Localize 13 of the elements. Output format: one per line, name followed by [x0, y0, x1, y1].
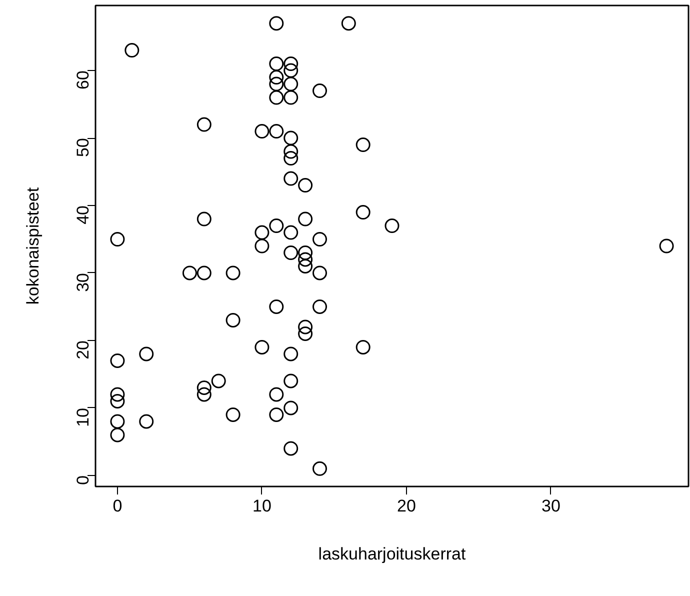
- y-tick-label: 50: [74, 138, 92, 157]
- y-tick-label: 60: [74, 70, 92, 90]
- y-tick-label: 30: [74, 272, 92, 292]
- x-tick-label: 0: [112, 496, 122, 516]
- y-tick-label: 20: [74, 340, 92, 360]
- x-tick-label: 30: [541, 496, 560, 516]
- y-tick-label: 40: [74, 206, 92, 224]
- y-tick-label: 10: [74, 408, 92, 427]
- y-tick-label: 0: [74, 475, 92, 485]
- y-axis-title: kokonaispisteet: [24, 187, 42, 305]
- x-tick-label: 20: [396, 496, 416, 516]
- x-tick-label: 10: [252, 496, 272, 516]
- x-axis-title: laskuharjoituskerrat: [318, 544, 466, 564]
